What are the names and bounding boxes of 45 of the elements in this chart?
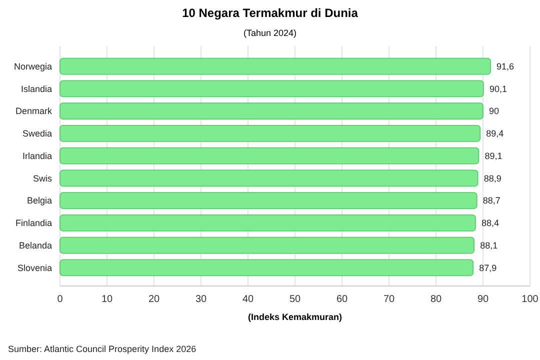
y-tick-label: Slovenia	[17, 262, 52, 273]
y-tick-label: Belanda	[18, 240, 52, 250]
bar	[60, 170, 478, 187]
x-tick-label: 80	[430, 294, 442, 305]
bar	[60, 147, 480, 164]
chart-subtitle: (Tahun 2024)	[243, 28, 297, 38]
bar	[60, 236, 474, 254]
x-tick-label: 90	[477, 294, 489, 305]
x-tick-label: 50	[289, 294, 301, 305]
bar	[60, 192, 478, 210]
x-tick-label: 40	[242, 294, 254, 305]
data-label: 88,7	[482, 196, 500, 206]
data-label: 91,6	[496, 61, 514, 72]
data-label: 90	[489, 106, 500, 116]
x-tick-label: 100	[522, 294, 539, 305]
y-tick-label: Swis	[32, 173, 52, 184]
bar	[60, 80, 484, 98]
data-label: 87,9	[479, 262, 497, 273]
y-tick-label: Finlandia	[15, 218, 52, 228]
data-label: 90,1	[489, 84, 507, 94]
bar	[60, 124, 481, 142]
data-label: 89,1	[484, 150, 502, 161]
y-tick-label: Irlandia	[22, 150, 52, 161]
bar	[60, 58, 491, 75]
x-tick-label: 60	[336, 294, 348, 305]
bar	[60, 102, 484, 120]
bar	[60, 214, 476, 232]
chart-title: 10 Negara Termakmur di Dunia	[182, 6, 358, 20]
y-tick-label: Belgia	[26, 196, 52, 206]
y-tick-label: Denmark	[15, 106, 52, 116]
x-tick-label: 30	[195, 294, 207, 305]
y-tick-label: Norwegia	[14, 61, 52, 72]
data-label: 89,4	[486, 128, 504, 139]
y-tick-label: Swedia	[22, 128, 52, 139]
x-tick-label: 10	[101, 294, 113, 305]
data-label: 88,1	[480, 240, 498, 250]
data-label: 88,9	[484, 173, 502, 184]
text: Sumber: Atlantic Council Prosperity Index 2026	[8, 344, 196, 354]
y-tick-label: Islandia	[20, 84, 52, 94]
data-label: 88,4	[481, 218, 500, 228]
x-tick-label: 0	[57, 294, 64, 305]
x-axis-title: (Indeks Kemakmuran)	[248, 312, 342, 322]
x-tick-label: 70	[383, 294, 395, 305]
bar	[60, 259, 474, 276]
x-tick-label: 20	[148, 294, 160, 305]
